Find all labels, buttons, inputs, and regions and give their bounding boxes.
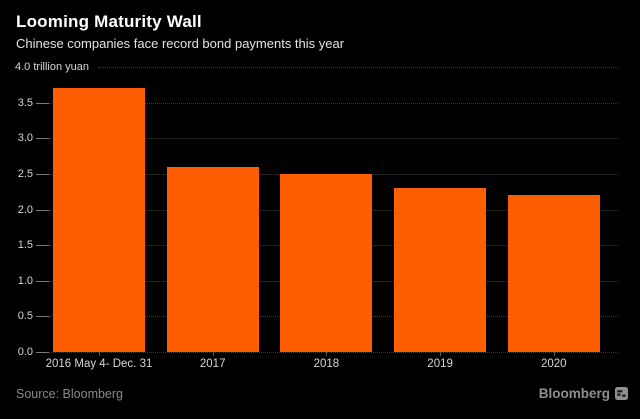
y-gridline xyxy=(37,138,618,140)
x-axis-tick xyxy=(326,352,328,356)
x-tick-label: 2017 xyxy=(199,358,226,370)
bloomberg-wordmark: Bloomberg xyxy=(538,386,610,401)
bar-2019 xyxy=(394,188,487,352)
y-axis-tick xyxy=(36,352,49,353)
x-tick-label: 2018 xyxy=(313,358,340,370)
y-axis-tick xyxy=(36,209,49,211)
bar-2020 xyxy=(507,195,600,352)
x-tick-label: 2019 xyxy=(427,358,453,370)
bar-2017 xyxy=(166,166,259,352)
x-axis-tick xyxy=(212,352,214,356)
y-gridline xyxy=(37,352,618,353)
bar-2018 xyxy=(280,173,373,352)
y-tick-label: 3.0 xyxy=(17,132,33,145)
bloomberg-terminal-icon xyxy=(615,387,628,400)
y-axis-tick xyxy=(36,138,49,140)
y-tick-label: 2.0 xyxy=(17,203,33,216)
x-tick-label: 2016 May 4- Dec. 31 xyxy=(45,358,153,370)
y-axis-tick xyxy=(36,173,49,175)
y-axis-tick xyxy=(36,245,49,247)
y-axis-tick xyxy=(36,280,49,282)
y-tick-label: 0.0 xyxy=(17,346,33,358)
y-axis-tick xyxy=(36,102,49,104)
y-tick-label: 0.5 xyxy=(17,310,33,323)
y-gridline xyxy=(37,102,618,104)
y-axis-unit-label: 4.0 trillion yuan xyxy=(15,61,89,73)
bar-2016 xyxy=(53,88,145,352)
source-label: Source: Bloomberg xyxy=(16,387,124,401)
x-axis-tick xyxy=(440,352,442,356)
x-axis-tick xyxy=(99,352,100,356)
x-axis-tick xyxy=(553,352,555,356)
chart-title: Looming Maturity Wall xyxy=(16,12,202,31)
y-axis-tick xyxy=(36,316,49,318)
y-tick-label: 2.5 xyxy=(17,167,33,180)
y-tick-label: 3.5 xyxy=(17,96,33,109)
chart-subtitle: Chinese companies face record bond payme… xyxy=(16,36,345,51)
y-tick-label: 1.0 xyxy=(17,274,33,287)
bloomberg-brand: Bloomberg xyxy=(539,386,628,401)
x-tick-label: 2020 xyxy=(541,358,567,370)
y-gridline-top xyxy=(98,67,618,68)
y-tick-label: 1.5 xyxy=(17,239,33,252)
